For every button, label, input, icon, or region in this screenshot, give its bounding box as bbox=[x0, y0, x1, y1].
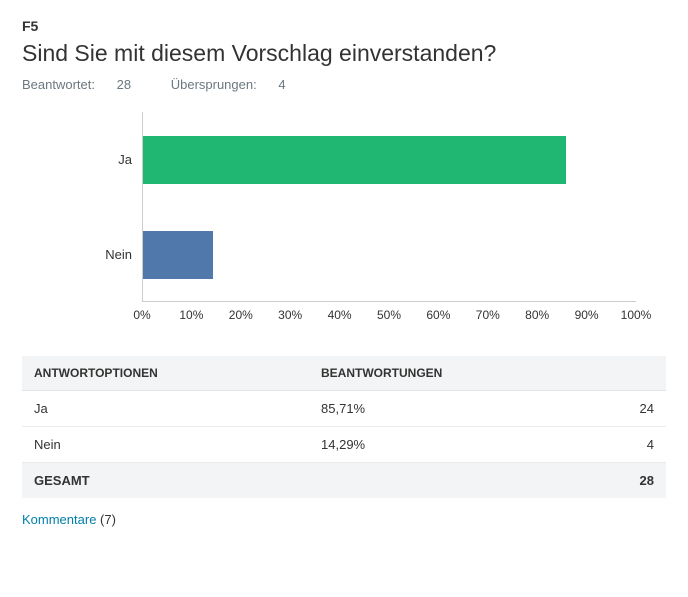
x-axis-tick: 60% bbox=[426, 308, 450, 322]
skipped-label: Übersprungen: bbox=[171, 77, 257, 92]
results-table: ANTWORTOPTIONEN BEANTWORTUNGEN Ja85,71%2… bbox=[22, 356, 666, 498]
comments-link[interactable]: Kommentare bbox=[22, 512, 96, 527]
response-meta: Beantwortet: 28 Übersprungen: 4 bbox=[22, 77, 666, 92]
x-axis-tick: 10% bbox=[179, 308, 203, 322]
total-count: 28 bbox=[591, 463, 666, 499]
plot-area bbox=[142, 112, 636, 302]
bar[interactable] bbox=[143, 231, 213, 279]
table-row: Ja85,71%24 bbox=[22, 391, 666, 427]
col-responses: BEANTWORTUNGEN bbox=[309, 356, 591, 391]
question-number: F5 bbox=[22, 18, 666, 34]
comments-row: Kommentare (7) bbox=[22, 512, 666, 527]
x-axis-tick: 80% bbox=[525, 308, 549, 322]
table-row: Nein14,29%4 bbox=[22, 427, 666, 463]
comments-count: (7) bbox=[100, 512, 116, 527]
x-axis-tick: 100% bbox=[621, 308, 652, 322]
row-count: 24 bbox=[591, 391, 666, 427]
row-label: Ja bbox=[22, 391, 309, 427]
y-axis-label: Ja bbox=[52, 152, 132, 167]
answered-value: 28 bbox=[117, 77, 131, 92]
row-pct: 85,71% bbox=[309, 391, 591, 427]
x-axis-tick: 0% bbox=[133, 308, 150, 322]
row-pct: 14,29% bbox=[309, 427, 591, 463]
question-title: Sind Sie mit diesem Vorschlag einverstan… bbox=[22, 40, 666, 67]
x-axis-tick: 30% bbox=[278, 308, 302, 322]
answered-block: Beantwortet: 28 bbox=[22, 77, 153, 92]
table-total-row: GESAMT 28 bbox=[22, 463, 666, 499]
x-axis: 0%10%20%30%40%50%60%70%80%90%100% bbox=[142, 302, 636, 326]
total-label: GESAMT bbox=[22, 463, 309, 499]
x-axis-tick: 50% bbox=[377, 308, 401, 322]
y-axis-label: Nein bbox=[52, 247, 132, 262]
bar-chart: JaNein 0%10%20%30%40%50%60%70%80%90%100% bbox=[52, 112, 636, 326]
answered-label: Beantwortet: bbox=[22, 77, 95, 92]
row-count: 4 bbox=[591, 427, 666, 463]
col-options: ANTWORTOPTIONEN bbox=[22, 356, 309, 391]
x-axis-tick: 90% bbox=[575, 308, 599, 322]
row-label: Nein bbox=[22, 427, 309, 463]
bar[interactable] bbox=[143, 136, 566, 184]
col-count bbox=[591, 356, 666, 391]
survey-question-card: F5 Sind Sie mit diesem Vorschlag einvers… bbox=[0, 0, 688, 545]
x-axis-tick: 70% bbox=[476, 308, 500, 322]
x-axis-tick: 40% bbox=[328, 308, 352, 322]
x-axis-tick: 20% bbox=[229, 308, 253, 322]
skipped-value: 4 bbox=[278, 77, 285, 92]
skipped-block: Übersprungen: 4 bbox=[171, 77, 304, 92]
